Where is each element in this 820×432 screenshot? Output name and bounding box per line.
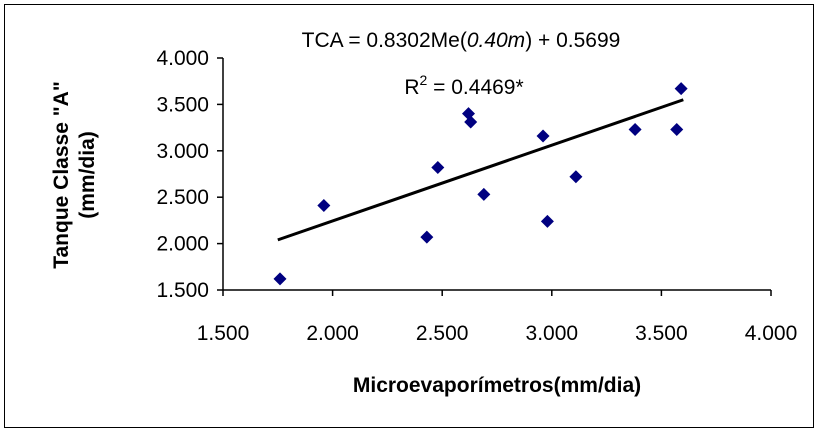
r-squared-annotation: R2 = 0.4469* [404,72,523,99]
equation-annotation: TCA = 0.8302Me(0.40m) + 0.5699 [302,29,621,52]
data-points [273,82,688,286]
data-point [628,122,642,136]
chart-frame [4,4,814,428]
x-tick-label: 4.000 [745,322,798,345]
data-point [569,170,583,184]
data-point [477,187,491,201]
x-axis-title: Microevaporímetros(mm/dia) [353,374,641,397]
y-axis-title: Tanque Classe "A" (mm/dia) [50,81,99,269]
y-tick-label: 2.500 [156,186,209,209]
data-point [420,230,434,244]
y-axis-title-line2: (mm/dia) [76,131,99,219]
trendline [277,98,684,242]
data-point [464,115,478,129]
axes [217,57,772,296]
data-point [674,82,688,96]
y-tick-label: 3.000 [156,140,209,163]
x-tick-label: 1.500 [197,322,250,345]
data-point [431,161,445,175]
data-point [536,129,550,143]
y-tick-labels: 1.500 2.000 2.500 3.000 3.500 4.000 [156,47,209,302]
x-tick-labels: 1.500 2.000 2.500 3.000 3.500 4.000 [197,322,798,345]
data-point [317,199,331,213]
data-point [540,214,554,228]
x-tick-label: 3.500 [635,322,688,345]
x-tick-label: 2.000 [306,322,359,345]
data-point [273,272,287,286]
x-tick-label: 3.000 [526,322,579,345]
y-tick-label: 4.000 [156,47,209,70]
x-tick-label: 2.500 [416,322,469,345]
y-tick-label: 2.000 [156,233,209,256]
y-tick-label: 3.500 [156,93,209,116]
data-point [670,122,684,136]
y-tick-label: 1.500 [156,279,209,302]
y-axis-title-line1: Tanque Classe "A" [50,81,73,269]
